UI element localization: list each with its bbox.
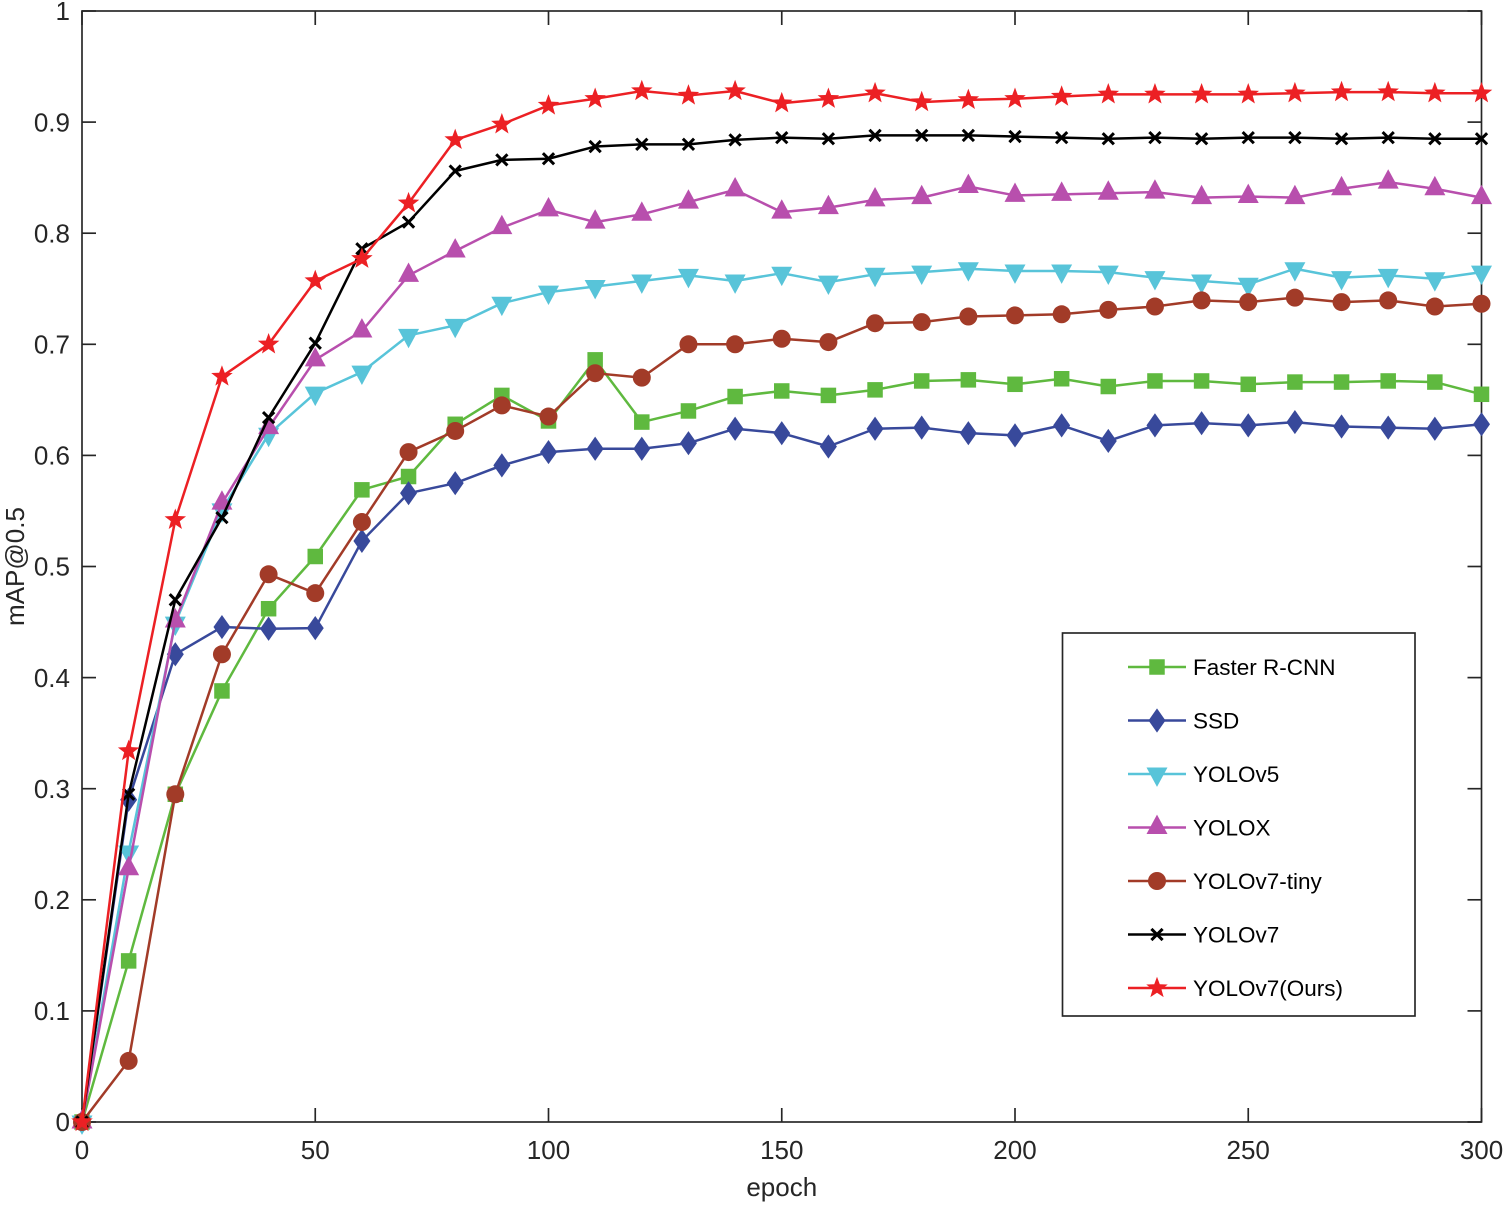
- svg-text:mAP@0.5: mAP@0.5: [0, 507, 30, 626]
- svg-text:0: 0: [56, 1107, 70, 1137]
- svg-text:YOLOv7(Ours): YOLOv7(Ours): [1193, 976, 1343, 1001]
- svg-text:150: 150: [760, 1135, 803, 1165]
- svg-text:0.6: 0.6: [34, 441, 70, 471]
- svg-text:YOLOv5: YOLOv5: [1193, 762, 1279, 787]
- svg-text:YOLOv7-tiny: YOLOv7-tiny: [1193, 869, 1323, 894]
- svg-text:300: 300: [1460, 1135, 1503, 1165]
- svg-text:0.8: 0.8: [34, 218, 70, 248]
- svg-text:0.2: 0.2: [34, 885, 70, 915]
- svg-text:50: 50: [301, 1135, 330, 1165]
- svg-text:YOLOX: YOLOX: [1193, 816, 1271, 841]
- svg-text:Faster R-CNN: Faster R-CNN: [1193, 655, 1336, 680]
- svg-text:0.4: 0.4: [34, 663, 70, 693]
- svg-text:0.1: 0.1: [34, 996, 70, 1026]
- svg-text:0.3: 0.3: [34, 774, 70, 804]
- svg-text:0.5: 0.5: [34, 552, 70, 582]
- svg-text:100: 100: [527, 1135, 570, 1165]
- svg-text:SSD: SSD: [1193, 709, 1239, 734]
- svg-text:1: 1: [56, 0, 70, 26]
- svg-text:200: 200: [993, 1135, 1036, 1165]
- svg-text:YOLOv7: YOLOv7: [1193, 923, 1279, 948]
- svg-text:epoch: epoch: [746, 1172, 817, 1202]
- svg-text:0.7: 0.7: [34, 330, 70, 360]
- svg-text:0: 0: [75, 1135, 89, 1165]
- svg-text:0.9: 0.9: [34, 107, 70, 137]
- svg-text:250: 250: [1227, 1135, 1270, 1165]
